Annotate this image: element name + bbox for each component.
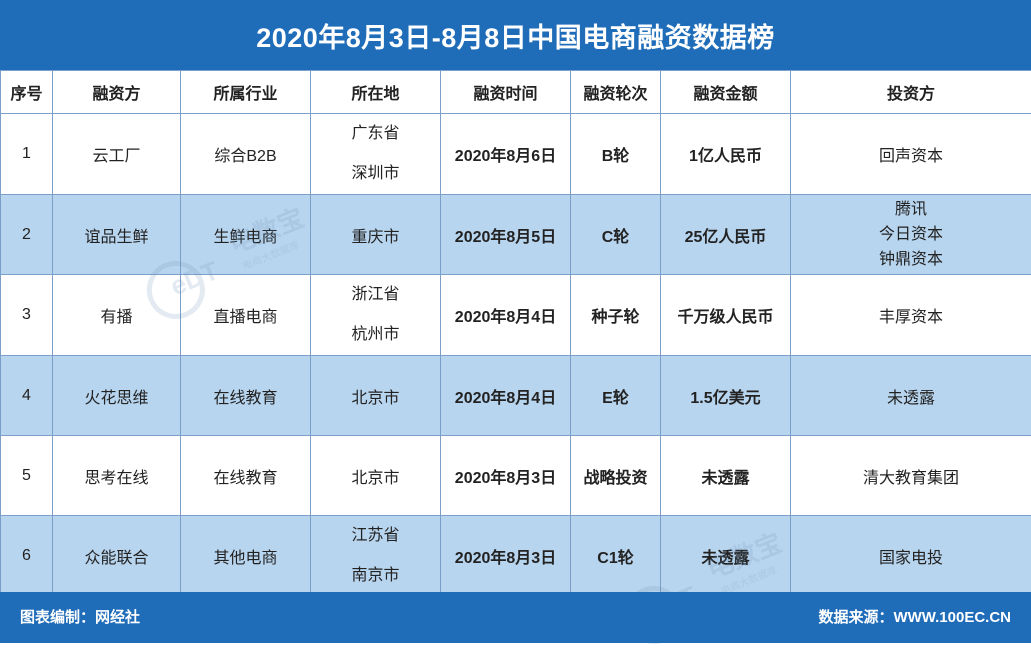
footer-bar: 图表编制：网经社 数据来源：WWW.100EC.CN <box>0 592 1031 643</box>
cell-round: C1轮 <box>571 516 661 597</box>
cell-date: 2020年8月6日 <box>441 114 571 195</box>
cell-industry: 在线教育 <box>181 356 311 436</box>
header-location: 所在地 <box>311 71 441 114</box>
header-amount: 融资金额 <box>661 71 791 114</box>
cell-industry: 直播电商 <box>181 275 311 356</box>
header-investors: 投资方 <box>791 71 1031 114</box>
cell-company: 云工厂 <box>53 114 181 195</box>
header-industry: 所属行业 <box>181 71 311 114</box>
header-round: 融资轮次 <box>571 71 661 114</box>
cell-company: 思考在线 <box>53 436 181 516</box>
table-header-row: 序号 融资方 所属行业 所在地 融资时间 融资轮次 融资金额 投资方 <box>1 71 1031 114</box>
cell-amount: 未透露 <box>661 516 791 597</box>
footer-source: 数据来源：WWW.100EC.CN <box>818 592 1011 643</box>
cell-no: 3 <box>1 275 53 356</box>
cell-location: 江苏省南京市 <box>311 516 441 597</box>
cell-date: 2020年8月3日 <box>441 436 571 516</box>
cell-date: 2020年8月5日 <box>441 195 571 275</box>
cell-date: 2020年8月3日 <box>441 516 571 597</box>
page-title: 2020年8月3日-8月8日中国电商融资数据榜 <box>0 0 1031 70</box>
header-date: 融资时间 <box>441 71 571 114</box>
cell-company: 火花思维 <box>53 356 181 436</box>
cell-amount: 千万级人民币 <box>661 275 791 356</box>
cell-amount: 未透露 <box>661 436 791 516</box>
cell-investors: 未透露 <box>791 356 1031 436</box>
header-company: 融资方 <box>53 71 181 114</box>
cell-round: 战略投资 <box>571 436 661 516</box>
cell-location: 浙江省杭州市 <box>311 275 441 356</box>
cell-industry: 生鲜电商 <box>181 195 311 275</box>
cell-no: 6 <box>1 516 53 597</box>
table-row: 6 众能联合 其他电商 江苏省南京市 2020年8月3日 C1轮 未透露 国家电… <box>1 516 1031 597</box>
cell-investors: 回声资本 <box>791 114 1031 195</box>
table-row: 4 火花思维 在线教育 北京市 2020年8月4日 E轮 1.5亿美元 未透露 <box>1 356 1031 436</box>
cell-investors: 清大教育集团 <box>791 436 1031 516</box>
cell-industry: 在线教育 <box>181 436 311 516</box>
table-row: 3 有播 直播电商 浙江省杭州市 2020年8月4日 种子轮 千万级人民币 丰厚… <box>1 275 1031 356</box>
cell-investors: 国家电投 <box>791 516 1031 597</box>
cell-industry: 综合B2B <box>181 114 311 195</box>
cell-company: 众能联合 <box>53 516 181 597</box>
cell-no: 5 <box>1 436 53 516</box>
cell-round: E轮 <box>571 356 661 436</box>
cell-location: 广东省深圳市 <box>311 114 441 195</box>
cell-no: 4 <box>1 356 53 436</box>
cell-company: 有播 <box>53 275 181 356</box>
cell-amount: 1.5亿美元 <box>661 356 791 436</box>
table-row: 5 思考在线 在线教育 北京市 2020年8月3日 战略投资 未透露 清大教育集… <box>1 436 1031 516</box>
cell-industry: 其他电商 <box>181 516 311 597</box>
cell-amount: 25亿人民币 <box>661 195 791 275</box>
table-row: 2 谊品生鲜 生鲜电商 重庆市 2020年8月5日 C轮 25亿人民币 腾讯今日… <box>1 195 1031 275</box>
cell-location: 重庆市 <box>311 195 441 275</box>
cell-no: 2 <box>1 195 53 275</box>
cell-company: 谊品生鲜 <box>53 195 181 275</box>
footer-editor: 图表编制：网经社 <box>20 592 140 643</box>
cell-date: 2020年8月4日 <box>441 356 571 436</box>
cell-no: 1 <box>1 114 53 195</box>
cell-location: 北京市 <box>311 356 441 436</box>
header-no: 序号 <box>1 71 53 114</box>
cell-round: C轮 <box>571 195 661 275</box>
cell-amount: 1亿人民币 <box>661 114 791 195</box>
cell-round: B轮 <box>571 114 661 195</box>
cell-date: 2020年8月4日 <box>441 275 571 356</box>
financing-table: 序号 融资方 所属行业 所在地 融资时间 融资轮次 融资金额 投资方 1 云工厂… <box>0 70 1031 597</box>
cell-investors: 丰厚资本 <box>791 275 1031 356</box>
cell-round: 种子轮 <box>571 275 661 356</box>
cell-investors: 腾讯今日资本钟鼎资本 <box>791 195 1031 275</box>
table-row: 1 云工厂 综合B2B 广东省深圳市 2020年8月6日 B轮 1亿人民币 回声… <box>1 114 1031 195</box>
cell-location: 北京市 <box>311 436 441 516</box>
